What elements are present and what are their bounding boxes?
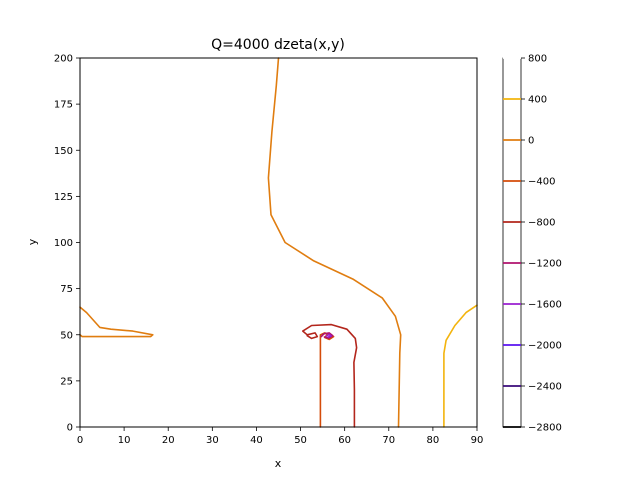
- x-tick-label: 70: [382, 435, 395, 446]
- colorbar-tick-label: −800: [528, 218, 555, 229]
- y-tick-label: 75: [60, 284, 73, 295]
- x-axis: 0 10 20 30 40 50 60 70 80 90: [77, 427, 484, 446]
- x-tick-label: 20: [162, 435, 175, 446]
- y-tick-label: 0: [67, 423, 73, 434]
- y-tick-label: 100: [54, 238, 73, 249]
- colorbar-tick-label: 800: [528, 54, 547, 65]
- contour-line-0-1: [79, 306, 154, 338]
- y-tick-label: 125: [54, 192, 73, 203]
- contour-line-minus-800-0: [302, 323, 358, 428]
- contour-line-400-0: [443, 304, 478, 428]
- colorbar-frame: [502, 57, 522, 428]
- x-tick-label: 50: [294, 435, 307, 446]
- y-tick-label: 150: [54, 146, 73, 157]
- x-tick-label: 0: [77, 435, 83, 446]
- x-tick-label: 10: [118, 435, 131, 446]
- x-tick-label: 40: [250, 435, 263, 446]
- x-axis-label: x: [275, 457, 282, 470]
- colorbar-tick-label: −400: [528, 177, 555, 188]
- colorbar-tick-label: −1200: [528, 259, 562, 270]
- contour-line-minus-1600-0: [325, 333, 332, 338]
- y-axis: 0 25 50 75 100 125 150 175 200: [54, 54, 80, 434]
- x-tick-label: 80: [427, 435, 440, 446]
- plot-frame: [79, 57, 478, 428]
- contour-lines: [79, 57, 478, 428]
- x-tick-label: 30: [206, 435, 219, 446]
- contour-line-0-0: [267, 57, 402, 428]
- colorbar-tick-label: −2400: [528, 382, 562, 393]
- y-tick-label: 50: [60, 330, 73, 341]
- x-tick-label: 90: [471, 435, 484, 446]
- colorbar-tick-label: −2800: [528, 423, 562, 434]
- y-axis-label: y: [26, 238, 39, 245]
- colorbar: 800 400 0 −400 −800 −1200 −1600 −2000 −2400 −2800: [502, 54, 562, 434]
- colorbar-tick-label: −2000: [528, 341, 562, 352]
- y-tick-label: 25: [60, 376, 73, 387]
- contour-line-minus-1200-0: [320, 332, 334, 339]
- y-tick-label: 200: [54, 54, 73, 65]
- colorbar-tick-label: −1600: [528, 300, 562, 311]
- chart-title: Q=4000 dzeta(x,y): [211, 37, 345, 53]
- y-tick-label: 175: [54, 100, 73, 111]
- colorbar-tick-label: 400: [528, 95, 547, 106]
- contour-line-minus-400-0: [319, 332, 335, 428]
- x-tick-label: 60: [338, 435, 351, 446]
- colorbar-tick-label: 0: [528, 136, 534, 147]
